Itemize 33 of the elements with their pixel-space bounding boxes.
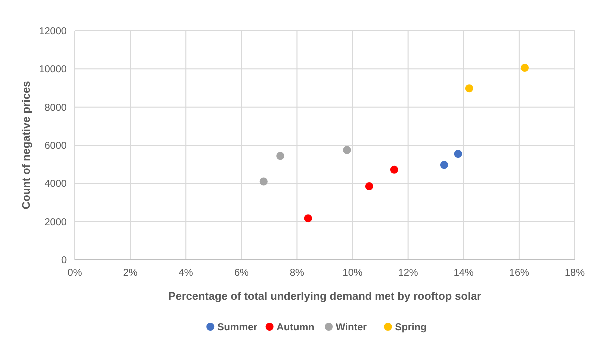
x-axis-title: Percentage of total underlying demand met by rooftop solar	[168, 291, 482, 303]
x-tick-label: 2%	[123, 268, 138, 279]
x-tick-label: 14%	[454, 268, 474, 279]
y-tick-label: 0	[61, 256, 68, 266]
legend-label: Spring	[395, 322, 427, 334]
legend-label: Autumn	[276, 322, 315, 334]
point	[260, 178, 268, 186]
x-tick-label: 16%	[509, 268, 530, 279]
y-tick-label: 4000	[44, 179, 68, 190]
point	[465, 84, 474, 93]
y-tick-label: 10000	[39, 64, 68, 76]
point	[276, 152, 285, 160]
x-tick-label: 0%	[68, 268, 82, 279]
x-tick-label: 12%	[398, 268, 418, 279]
x-tick-label: 18%	[564, 268, 586, 279]
legend-label: Winter	[336, 322, 368, 334]
point	[304, 214, 312, 223]
point	[390, 166, 398, 174]
x-tick-label: 6%	[234, 268, 249, 279]
y-tick-label: 8000	[44, 102, 68, 114]
y-tick-label: 12000	[39, 26, 68, 38]
point	[521, 64, 529, 72]
y-tick-label: 2000	[44, 217, 68, 228]
point	[365, 182, 374, 191]
x-tick-label: 10%	[342, 268, 363, 279]
x-tick-label: 4%	[178, 268, 194, 279]
legend-label: Summer	[218, 322, 258, 334]
x-tick-label: 8%	[290, 268, 305, 279]
point	[343, 146, 352, 154]
y-tick-label: 6000	[44, 141, 68, 152]
point	[440, 161, 448, 170]
point	[454, 150, 462, 158]
y-axis-title: Count of negative prices	[21, 81, 33, 210]
